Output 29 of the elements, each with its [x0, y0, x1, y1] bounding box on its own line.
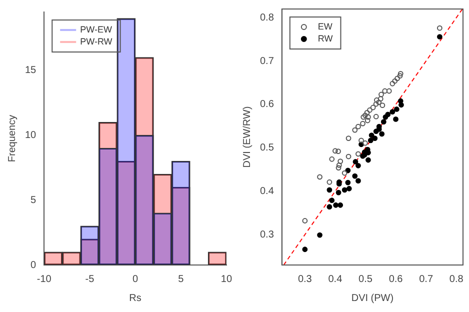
y-tick-label: 0 [30, 260, 37, 271]
y-tick-label: 0.6 [260, 99, 274, 110]
y-tick-label: 10 [25, 130, 37, 142]
x-tick-label: 0.7 [419, 274, 434, 285]
legend-label: PW-RW [80, 36, 113, 46]
x-tick-label: -10 [36, 274, 52, 285]
x-axis-title: Rs [129, 292, 142, 304]
y-tick-label: 0.7 [260, 56, 274, 67]
y-axis-title: DVI (EW/RW) [242, 106, 253, 168]
y-tick-label: 0.4 [260, 186, 274, 197]
x-tick-label: 0.5 [358, 274, 373, 285]
y-tick-label: 0.3 [260, 229, 274, 240]
legend-label: PW-EW [80, 24, 112, 34]
y-tick-label: 15 [25, 65, 37, 76]
y-tick-label: 0.8 [260, 12, 274, 24]
y-tick-label: 0.5 [260, 142, 274, 154]
x-tick-label: 0.4 [328, 274, 343, 285]
x-tick-label: 5 [178, 274, 184, 285]
legend-label: RW [318, 33, 334, 44]
x-tick-label: 0.6 [388, 274, 404, 285]
legend-label: EW [318, 21, 333, 32]
x-tick-label: 0.8 [449, 274, 464, 285]
y-tick-label: 5 [30, 194, 37, 206]
x-tick-label: 0.3 [298, 274, 312, 285]
x-tick-label: -5 [85, 274, 95, 285]
x-tick-label: 10 [220, 274, 232, 285]
y-axis-title: Frequency [6, 114, 18, 162]
x-tick-label: 0 [132, 274, 138, 285]
x-axis-title: DVI (PW) [351, 292, 394, 304]
